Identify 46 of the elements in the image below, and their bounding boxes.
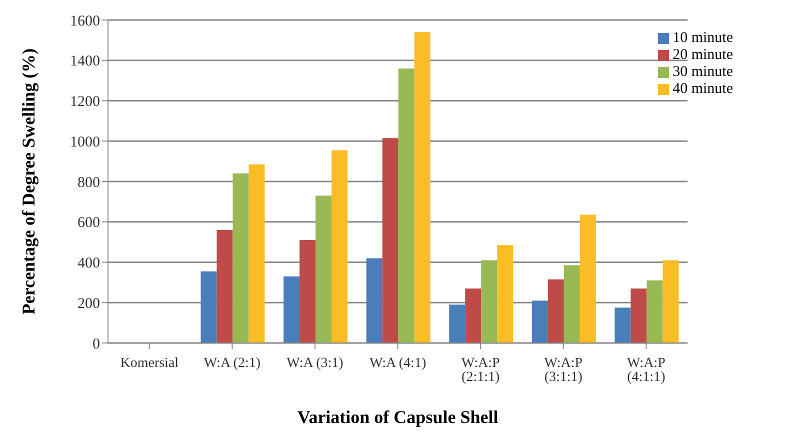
x-tick-label: W:A (4:1) bbox=[369, 356, 426, 371]
bar bbox=[216, 230, 233, 343]
y-axis-title: Percentage of Degree Swelling (%) bbox=[18, 48, 38, 315]
bar bbox=[232, 173, 249, 343]
bar bbox=[614, 308, 631, 343]
y-tick-label: 0 bbox=[92, 336, 100, 352]
bar bbox=[284, 276, 300, 343]
y-tick-label: 1000 bbox=[70, 134, 100, 150]
legend-label: 40 minute bbox=[672, 81, 733, 97]
x-tick-label: Komersial bbox=[120, 356, 179, 371]
bar bbox=[449, 304, 466, 343]
legend-label: 10 minute bbox=[672, 30, 733, 46]
bar bbox=[465, 288, 482, 343]
bar bbox=[564, 265, 580, 343]
x-tick-label: W:A (3:1) bbox=[286, 356, 344, 371]
x-tick-label: W:A:P (3:1:1) bbox=[544, 356, 583, 385]
bar bbox=[414, 32, 430, 343]
legend-label: 30 minute bbox=[672, 64, 733, 80]
bar bbox=[398, 68, 414, 343]
x-tick-label: W:A:P (4:1:1) bbox=[626, 356, 666, 385]
bar bbox=[200, 271, 217, 343]
bar bbox=[300, 240, 316, 343]
y-tick-label: 1400 bbox=[70, 54, 100, 70]
y-tick-label: 600 bbox=[78, 215, 100, 232]
bar bbox=[366, 258, 382, 343]
bar bbox=[646, 280, 663, 343]
bar bbox=[248, 164, 265, 343]
legend-label: 20 minute bbox=[672, 47, 733, 63]
bar bbox=[332, 150, 348, 343]
x-tick-label: W:A:P (2:1:1) bbox=[461, 356, 500, 385]
x-tick-label: W:A (2:1) bbox=[204, 356, 261, 371]
bar bbox=[382, 138, 398, 343]
bar bbox=[630, 288, 647, 343]
x-axis-title: Variation of Capsule Shell bbox=[297, 407, 498, 427]
y-tick-label: 200 bbox=[78, 296, 100, 312]
y-tick-label: 1600 bbox=[70, 13, 100, 30]
bar bbox=[662, 260, 679, 343]
bar bbox=[316, 196, 332, 343]
bar bbox=[580, 214, 596, 343]
y-tick-label: 400 bbox=[78, 256, 100, 272]
y-tick-label: 800 bbox=[78, 174, 100, 191]
bar bbox=[497, 245, 514, 343]
bar bbox=[481, 260, 498, 343]
bar bbox=[532, 300, 548, 343]
y-tick-label: 1200 bbox=[70, 94, 100, 110]
bar bbox=[548, 279, 564, 343]
